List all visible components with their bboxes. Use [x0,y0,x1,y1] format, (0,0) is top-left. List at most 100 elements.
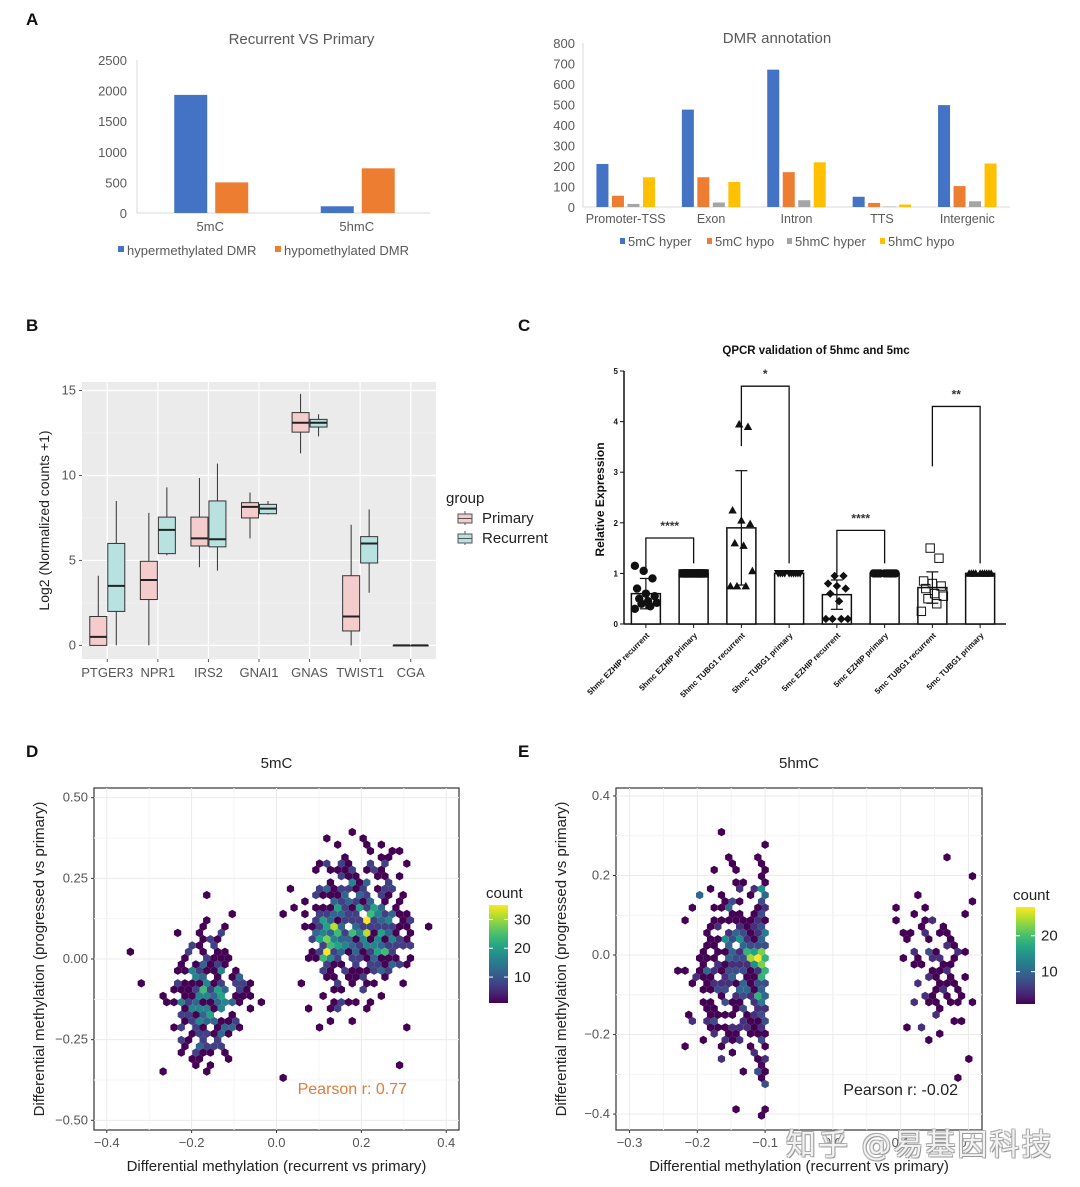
hex-bin [337,884,345,893]
hex-bin [377,953,385,963]
hex-bin [743,935,751,944]
hex-bin [395,1061,404,1070]
hex-bin [352,947,360,956]
chart-title: DMR annotation [723,30,831,47]
hex-bin [337,935,345,944]
colorbar-tick-label: 10 [514,969,531,986]
hex-bin [717,966,726,975]
data-point [689,569,698,578]
chart-recurrent-vs-primary: Recurrent VS Primary 0 500 1000 1500 2000 2500… [98,31,430,258]
data-point [916,606,927,617]
legend-title: group [446,490,484,507]
hex-bin [210,1004,218,1013]
hex-bin [188,991,196,1001]
hex-bin [706,935,715,944]
hex-bin [925,972,933,982]
hex-bin [330,909,338,919]
hex-bin [374,960,382,969]
hex-bin [928,916,937,925]
hex-bin [892,916,900,925]
hex-bin [736,935,744,944]
hex-bin [392,953,400,963]
hex-bin [732,928,740,938]
legend-swatch [620,238,625,244]
hex-bin [363,953,371,963]
hex-bin [195,1029,204,1038]
hex-bin [761,1105,769,1114]
hex-bin [381,859,389,868]
hex-bin [348,878,356,887]
significance-label: **** [660,519,679,533]
hex-bin [319,916,327,925]
hex-bin [214,960,222,969]
hex-bin [334,1004,342,1013]
hex-bin [326,865,335,875]
hex-bin [214,1035,222,1045]
hex-bin [199,1048,207,1057]
hex-bin [750,922,758,931]
chart-qpcr-validation: QPCR validation of 5hmc and 5mc 0 1 2 3 4 5 Rel… [586,345,1006,699]
hex-bin [728,960,736,969]
hex-bin [199,1023,207,1032]
hex-bin [757,947,766,956]
hex-bin [696,966,704,975]
data-point [728,505,737,514]
hex-bin [425,922,433,931]
hex-bin [717,827,726,837]
hex-bin [345,859,353,868]
hex-bin [319,941,327,950]
hex-bin [301,909,309,919]
hex-bin [743,985,751,994]
hex-bin [217,966,225,975]
hex-bin [239,991,247,1001]
x-tick-label: 5mC [197,219,224,234]
data-point [643,597,653,606]
hex-bin [199,972,207,982]
hex-bin [337,909,345,919]
hex-bin [348,953,356,963]
hex-bin [366,897,375,906]
hex-bin [714,960,722,969]
bar [782,172,795,207]
hex-bin [177,1023,185,1032]
hex-bin [199,1035,207,1045]
data-point [841,584,850,593]
hex-bin [363,903,371,912]
hex-bin [728,859,736,868]
hex-bin [754,953,762,963]
hex-bin [334,840,342,849]
hex-bin [388,884,396,893]
hex-bin [739,953,747,963]
hex-bin [177,1010,185,1019]
hex-bin [721,985,729,994]
y-tick-label: 200 [553,159,575,174]
hex-bin [206,985,214,994]
colorbar-tick-label: 30 [514,911,531,928]
hex-bin [754,853,762,862]
hex-bin [337,859,345,868]
hex-bin [754,991,762,1001]
hex-bin [699,947,707,956]
hex-bin [714,935,722,944]
hex-bin [968,872,977,881]
hex-bin [301,922,309,931]
hex-bin [315,935,324,944]
hex-bin [750,1023,758,1032]
hex-bin [126,947,134,956]
hex-bin [177,998,185,1007]
data-point [843,614,853,624]
hex-bin [743,1023,751,1032]
hex-bin [725,853,733,862]
chart-title: Recurrent VS Primary [229,31,375,48]
hex-bin [235,972,244,982]
x-tick-label: TWIST1 [336,665,384,680]
hex-bin [728,909,736,919]
hex-bin [210,1029,218,1038]
hex-bin [761,1067,769,1076]
hex-bin [757,1010,766,1019]
hex-bin [761,1054,769,1064]
significance-label: **** [851,511,870,525]
hex-bin [326,966,335,975]
hex-bin [406,916,415,925]
bar [174,94,208,213]
